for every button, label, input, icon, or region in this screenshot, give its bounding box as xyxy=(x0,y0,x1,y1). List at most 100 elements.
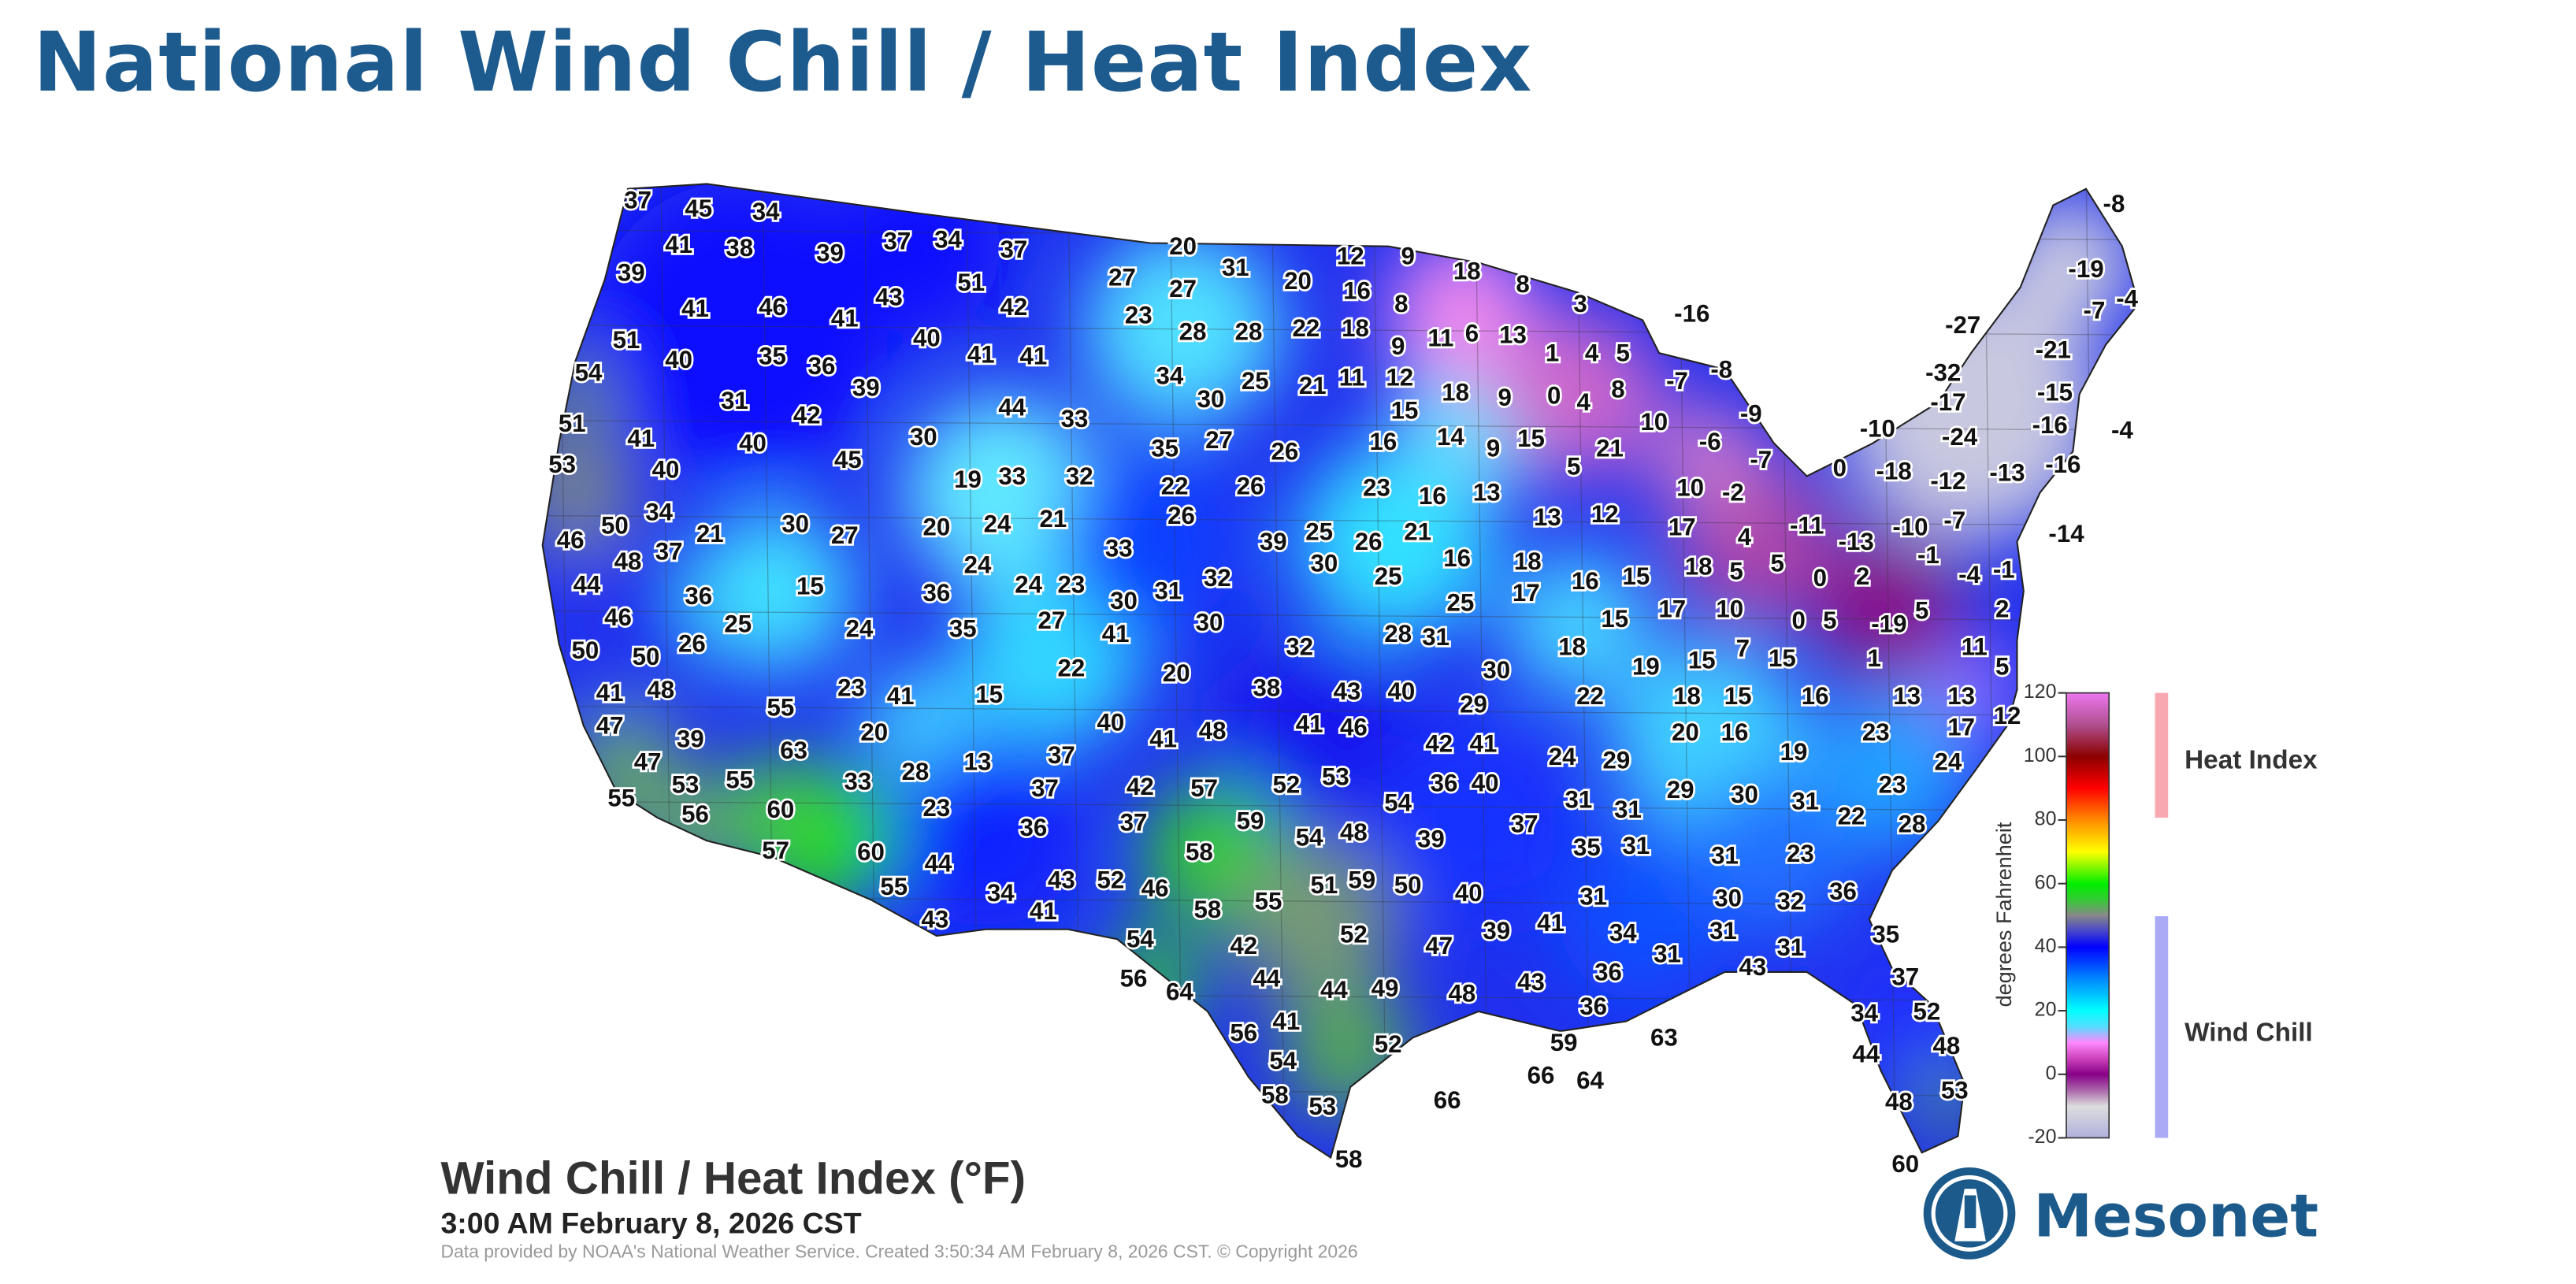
station-value: 35 xyxy=(1151,434,1179,462)
station-value: 28 xyxy=(1899,811,1926,838)
color-region xyxy=(837,184,1003,328)
state-border xyxy=(542,610,2139,622)
station-value: 46 xyxy=(604,603,632,631)
color-region xyxy=(1232,837,1397,1002)
station-value: 40 xyxy=(1472,770,1499,797)
station-value: 37 xyxy=(1000,236,1028,263)
station-value: 25 xyxy=(1305,518,1333,546)
station-value: 46 xyxy=(1141,874,1169,902)
station-value: 17 xyxy=(1513,579,1540,607)
station-value: 26 xyxy=(678,629,706,657)
station-value: 54 xyxy=(1296,823,1323,851)
station-value: 55 xyxy=(1255,888,1282,915)
station-value: 24 xyxy=(984,510,1011,537)
station-value: 37 xyxy=(884,228,911,255)
station-value: 23 xyxy=(1057,570,1085,598)
station-value: 64 xyxy=(1576,1067,1604,1094)
station-value: 32 xyxy=(1776,888,1804,915)
station-value: 41 xyxy=(887,682,915,710)
station-value: 25 xyxy=(1446,588,1474,616)
station-value: -4 xyxy=(2116,285,2138,313)
station-value: 5 xyxy=(1616,339,1630,366)
station-value: 41 xyxy=(1030,897,1057,925)
color-region xyxy=(1503,550,1651,698)
station-value: 23 xyxy=(1879,771,1906,799)
station-value: -7 xyxy=(1750,446,1772,473)
station-value: 53 xyxy=(1941,1076,1969,1104)
station-value: 40 xyxy=(1097,708,1125,736)
station-value: -11 xyxy=(1790,511,1824,539)
station-value: 36 xyxy=(1594,958,1622,985)
station-value: 41 xyxy=(967,341,995,369)
station-value: 47 xyxy=(1425,932,1453,959)
station-value: 52 xyxy=(1340,920,1368,948)
legend-axis-label: degrees Fahrenheit xyxy=(1991,822,2016,1007)
station-value: 25 xyxy=(724,610,752,637)
station-value: 52 xyxy=(1273,771,1301,799)
station-value: 41 xyxy=(627,425,655,452)
station-value: 9 xyxy=(1498,384,1511,411)
state-border xyxy=(542,705,2139,717)
color-region xyxy=(1297,443,1495,640)
station-value: 5 xyxy=(1995,653,2009,681)
state-border xyxy=(1271,184,1286,1158)
legend-tick-label: 100 xyxy=(2024,744,2057,766)
station-value: 15 xyxy=(1724,682,1752,710)
station-value: 52 xyxy=(1375,1030,1402,1058)
station-value: 48 xyxy=(1449,979,1476,1007)
station-value: 34 xyxy=(1609,918,1637,946)
station-value: 31 xyxy=(1711,841,1739,869)
station-value: 26 xyxy=(1167,502,1195,529)
color-region xyxy=(542,541,707,707)
station-value: 37 xyxy=(1891,963,1919,991)
station-value: 31 xyxy=(1565,785,1593,813)
station-value: 54 xyxy=(575,358,603,386)
station-value: 56 xyxy=(1120,965,1148,993)
station-value: 1 xyxy=(1867,644,1880,672)
station-value: -8 xyxy=(1710,355,1732,383)
station-value: 18 xyxy=(1685,552,1713,580)
station-value: 51 xyxy=(1310,871,1338,899)
station-value: 31 xyxy=(1154,577,1182,605)
station-value: 30 xyxy=(1110,587,1138,614)
station-value: -7 xyxy=(1666,367,1688,395)
station-value: 16 xyxy=(1343,276,1371,304)
station-value: 37 xyxy=(655,538,683,566)
station-value: -10 xyxy=(1892,513,1928,540)
station-value: 35 xyxy=(1573,833,1601,861)
station-value: 12 xyxy=(1337,243,1364,270)
station-value: 27 xyxy=(1169,275,1197,302)
station-value: 16 xyxy=(1802,682,1829,710)
station-value: 37 xyxy=(1048,741,1075,769)
station-value: 35 xyxy=(759,343,786,370)
station-value: 4 xyxy=(1738,523,1752,551)
station-value: 39 xyxy=(852,373,880,401)
station-value: 22 xyxy=(1838,802,1865,829)
station-value: 58 xyxy=(1261,1082,1289,1109)
station-value: 44 xyxy=(1253,965,1281,993)
station-value: 18 xyxy=(1453,257,1481,284)
station-value: 41 xyxy=(1020,343,1048,370)
station-value: 37 xyxy=(1120,809,1148,837)
station-value: 8 xyxy=(1394,290,1408,317)
station-value: 41 xyxy=(1149,725,1177,752)
station-value: 48 xyxy=(1199,717,1227,744)
station-value: 34 xyxy=(752,198,780,225)
station-value: 13 xyxy=(1499,321,1527,349)
station-value: 23 xyxy=(1363,473,1390,501)
station-value: 43 xyxy=(1334,677,1361,705)
station-value: 16 xyxy=(1443,544,1471,572)
station-value: 41 xyxy=(1273,1008,1301,1035)
station-value: -17 xyxy=(1930,388,1965,416)
station-value: 39 xyxy=(618,258,645,286)
station-value: 41 xyxy=(1537,909,1565,937)
station-value: 50 xyxy=(1394,871,1422,899)
station-value: 27 xyxy=(831,521,859,549)
station-value: 30 xyxy=(1310,549,1338,577)
station-value: 35 xyxy=(1872,920,1899,948)
station-value: -6 xyxy=(1699,428,1721,455)
station-value: 42 xyxy=(1000,293,1028,321)
wind-chill-range-bar xyxy=(2155,916,2169,1138)
station-value: 16 xyxy=(1370,428,1397,455)
station-value: 13 xyxy=(1893,682,1921,710)
